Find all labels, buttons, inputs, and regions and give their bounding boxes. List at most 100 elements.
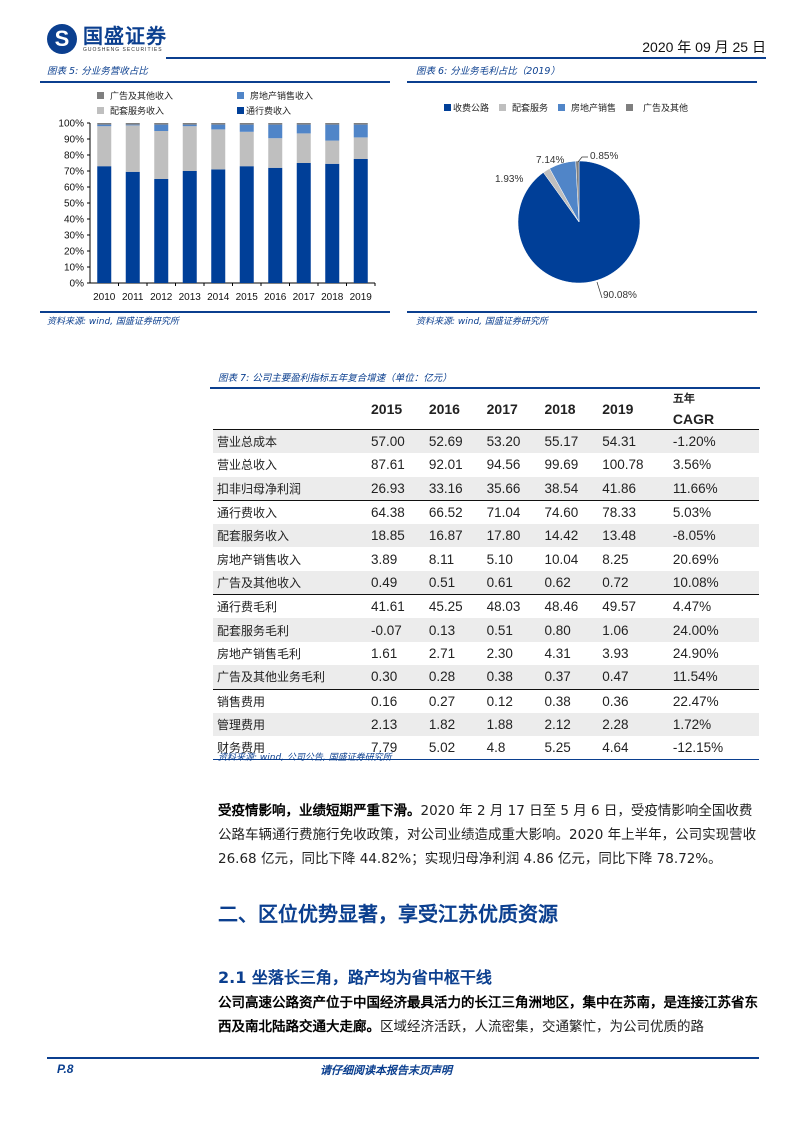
table-cell: 71.04 bbox=[486, 499, 545, 524]
table-row: 营业总成本 57.00 52.69 53.20 55.17 54.31 -1.20% bbox=[213, 429, 759, 454]
legend-item-toll: 通行费收入 bbox=[237, 104, 291, 117]
legend-item-ads: 广告及其他 bbox=[626, 101, 688, 114]
table-cell: 52.69 bbox=[428, 429, 487, 454]
legend-swatch bbox=[558, 104, 566, 111]
table-cell: 0.51 bbox=[486, 618, 545, 642]
bar-segment bbox=[182, 123, 197, 125]
bar-segment bbox=[239, 123, 254, 125]
logo-name-en: GUOSHENG SECURITIES bbox=[83, 47, 163, 53]
table-cell: 0.12 bbox=[486, 688, 545, 713]
table-cell: 0.16 bbox=[371, 688, 429, 713]
y-tick-label: 50% bbox=[64, 199, 84, 210]
y-tick-label: 0% bbox=[70, 279, 85, 290]
bar-segment bbox=[154, 131, 169, 179]
table-cell: 0.80 bbox=[544, 618, 603, 642]
legend-item-ads: 广告及其他收入 bbox=[97, 89, 237, 102]
table-cell: 7.79 bbox=[371, 736, 429, 761]
table-cell: 87.61 bbox=[371, 457, 405, 473]
figure5-legend: 广告及其他收入 房地产销售收入 配套服务收入 通行费收入 bbox=[97, 89, 357, 117]
x-tick-label: 2016 bbox=[264, 292, 287, 303]
bar-segment bbox=[268, 124, 283, 139]
table-cell: 10.08% bbox=[672, 571, 759, 595]
legend-swatch bbox=[237, 107, 244, 114]
legend-swatch bbox=[444, 104, 451, 111]
row-label: 房地产销售收入 bbox=[217, 552, 302, 567]
table-row: 营业总收入 87.61 92.01 94.56 99.69 100.78 3.56% bbox=[213, 453, 759, 477]
row-label: 通行费收入 bbox=[213, 499, 371, 524]
table-cell: 48.03 bbox=[486, 594, 545, 619]
legend-swatch bbox=[499, 104, 507, 111]
table-cell: 3.89 bbox=[371, 551, 398, 567]
table-row: 通行费毛利 41.61 45.25 48.03 48.46 49.57 4.47% bbox=[213, 594, 759, 619]
table-cell: 2.12 bbox=[544, 712, 603, 737]
table-cell: 1.06 bbox=[602, 618, 673, 642]
bar-segment bbox=[239, 124, 254, 132]
table-cell: 1.72% bbox=[672, 712, 759, 737]
table-row: 房地产销售毛利 1.61 2.71 2.30 4.31 3.93 24.90% bbox=[213, 642, 759, 666]
table-cell: 11.54% bbox=[672, 665, 759, 690]
table-cell: 0.72 bbox=[602, 571, 673, 595]
table-cell: 45.25 bbox=[428, 594, 487, 619]
header-cagr: 五年 CAGR bbox=[672, 389, 759, 430]
table-cell: 18.85 bbox=[371, 523, 429, 548]
table-row: 通行费收入 64.38 66.52 71.04 74.60 78.33 5.03% bbox=[213, 499, 759, 524]
row-label: 广告及其他业务毛利 bbox=[213, 665, 371, 690]
figure7-top-rule bbox=[210, 387, 760, 389]
paragraph-lead: 受疫情影响，业绩短期严重下滑。 bbox=[218, 803, 421, 819]
table-cell: 2.71 bbox=[428, 646, 456, 662]
x-tick-label: 2017 bbox=[293, 292, 316, 303]
bar-segment bbox=[325, 140, 340, 164]
header-2019: 2019 bbox=[602, 389, 673, 430]
company-logo: 国盛证券 GUOSHENG SECURITIES bbox=[47, 24, 167, 54]
table-cell: 0.27 bbox=[428, 688, 487, 713]
bar-segment bbox=[325, 124, 340, 141]
bar-segment bbox=[125, 124, 140, 126]
figure7-title: 图表 7: 公司主要盈利指标五年复合增速（单位：亿元） bbox=[218, 373, 452, 384]
table-cell: 4.47% bbox=[672, 594, 759, 619]
bar-segment bbox=[268, 167, 283, 283]
bar-segment bbox=[211, 123, 226, 125]
bar-segment bbox=[125, 123, 140, 125]
bar-segment bbox=[296, 133, 311, 163]
y-tick-label: 60% bbox=[64, 183, 84, 194]
row-label: 扣非归母净利润 bbox=[213, 476, 371, 501]
bar-segment bbox=[325, 123, 340, 125]
subsection-heading: 2.1 坐落长三角，路产均为省中枢干线 bbox=[218, 968, 492, 987]
table-cell: 5.25 bbox=[544, 736, 603, 761]
table-cell: 8.11 bbox=[428, 551, 455, 567]
table-cell: 57.00 bbox=[371, 429, 429, 454]
table-cell: 0.47 bbox=[602, 665, 673, 690]
bar-segment bbox=[296, 163, 311, 283]
table-cell: 17.80 bbox=[486, 523, 545, 548]
table-cell: 0.61 bbox=[486, 571, 545, 595]
table-cell: 1.82 bbox=[428, 712, 487, 737]
table-row: 广告及其他业务毛利 0.30 0.28 0.38 0.37 0.47 11.54% bbox=[213, 665, 759, 690]
row-label: 营业总收入 bbox=[217, 458, 278, 473]
paragraph-covid-impact: 受疫情影响，业绩短期严重下滑。2020 年 2 月 17 日至 5 月 6 日，… bbox=[218, 803, 757, 867]
legend-item-realestate: 房地产销售 bbox=[558, 101, 616, 114]
table-cell: 24.90% bbox=[672, 646, 719, 662]
table-cell: 55.17 bbox=[544, 429, 603, 454]
y-tick-label: 70% bbox=[64, 167, 84, 178]
table-cell: 0.36 bbox=[602, 688, 673, 713]
row-label: 配套服务收入 bbox=[213, 523, 371, 548]
bar-segment bbox=[353, 124, 368, 138]
bar-segment bbox=[97, 123, 112, 125]
bar-segment bbox=[325, 163, 340, 283]
bar-segment bbox=[97, 126, 112, 167]
table-cell: 100.78 bbox=[602, 457, 644, 473]
table-cell: 78.33 bbox=[602, 499, 673, 524]
table-row: 扣非归母净利润 26.93 33.16 35.66 38.54 41.86 11.66% bbox=[213, 476, 759, 501]
figure6-top-rule bbox=[407, 81, 757, 83]
x-tick-label: 2012 bbox=[150, 292, 173, 303]
figure6-bottom-rule bbox=[407, 311, 757, 313]
header-2018: 2018 bbox=[544, 389, 603, 430]
table-row: 配套服务收入 18.85 16.87 17.80 14.42 13.48 -8.05% bbox=[213, 523, 759, 548]
figure5-title: 图表 5: 分业务营收占比 bbox=[47, 66, 148, 77]
table-cell: 64.38 bbox=[371, 499, 429, 524]
y-tick-label: 90% bbox=[64, 135, 84, 146]
x-tick-label: 2015 bbox=[236, 292, 259, 303]
legend-item-services: 配套服务 bbox=[499, 101, 548, 114]
y-tick-label: 20% bbox=[64, 247, 84, 258]
table-cell: 38.54 bbox=[544, 476, 603, 501]
